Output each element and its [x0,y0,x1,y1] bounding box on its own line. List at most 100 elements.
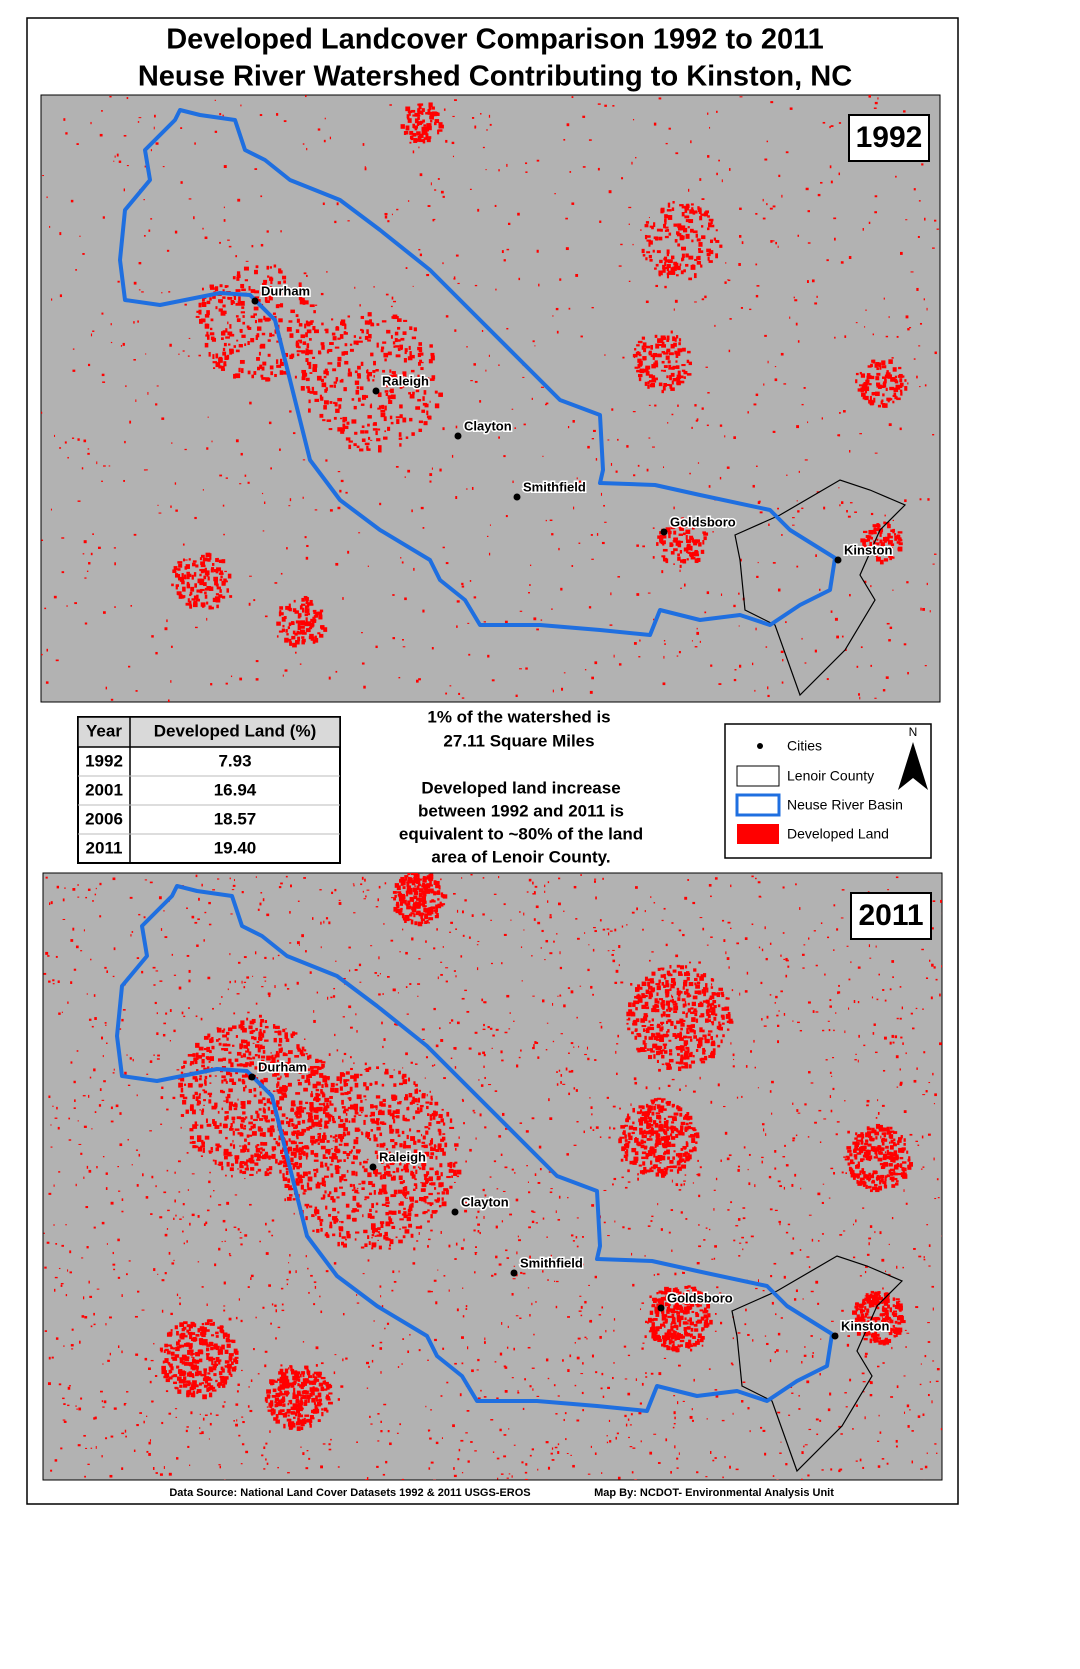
developed-speck [298,944,300,946]
developed-speck [193,595,197,600]
developed-speck [724,281,727,284]
developed-speck [405,986,408,988]
developed-speck [79,235,81,237]
table-cell: 2001 [85,780,123,799]
developed-speck [755,393,759,397]
developed-speck [610,592,612,596]
developed-speck [692,557,695,560]
developed-speck [627,1141,631,1144]
developed-speck [907,328,910,331]
developed-speck [155,1472,158,1474]
developed-speck [188,558,191,561]
developed-speck [935,978,938,981]
developed-speck [458,1136,460,1139]
developed-speck [117,1345,120,1348]
developed-speck [59,294,63,298]
developed-speck [393,1069,396,1071]
developed-speck [166,619,168,623]
developed-speck [771,1301,774,1305]
developed-speck [391,371,396,375]
developed-speck [356,373,361,377]
developed-speck [298,282,302,288]
developed-speck [679,235,684,241]
developed-speck [254,1053,258,1057]
developed-speck [306,544,309,548]
developed-speck [612,105,615,107]
developed-speck [173,1217,175,1220]
table-cell: 2011 [86,838,123,857]
developed-speck [233,1107,238,1111]
developed-speck [407,110,412,114]
developed-speck [926,1452,928,1455]
developed-speck [91,1128,93,1130]
developed-speck [913,1079,917,1083]
developed-speck [269,1132,273,1137]
developed-speck [862,530,868,534]
developed-speck [488,354,490,357]
developed-speck [916,375,918,379]
developed-speck [883,297,885,300]
developed-speck [294,1055,300,1058]
developed-speck [243,1039,248,1044]
developed-speck [214,596,220,601]
developed-speck [125,1273,128,1276]
developed-speck [417,352,422,358]
developed-speck [215,1039,219,1042]
developed-speck [367,423,370,427]
developed-speck [421,129,427,135]
developed-speck [463,1122,465,1125]
developed-speck [829,1071,832,1074]
developed-speck [260,1147,263,1150]
developed-speck [373,286,376,288]
developed-speck [314,1285,317,1289]
developed-speck [522,376,525,378]
developed-speck [222,347,226,352]
developed-speck [626,445,629,448]
developed-speck [416,121,420,127]
developed-speck [192,560,197,563]
developed-speck [498,169,500,172]
legend-county-symbol [736,765,780,787]
developed-speck [260,1019,264,1023]
developed-speck [249,1173,254,1177]
developed-speck [257,1168,262,1172]
developed-speck [732,1058,735,1061]
developed-speck [878,973,880,976]
developed-speck [511,1293,514,1296]
developed-speck [366,1158,369,1161]
developed-speck [216,557,219,563]
developed-speck [263,1446,266,1449]
developed-speck [670,551,675,555]
developed-speck [425,112,429,115]
developed-speck [187,1083,193,1088]
developed-speck [589,1097,591,1099]
developed-speck [696,256,699,260]
developed-speck [502,1112,505,1116]
developed-speck [263,1102,267,1106]
developed-speck [177,1160,181,1163]
developed-speck [301,636,305,639]
developed-speck [78,1407,82,1411]
developed-speck [876,556,881,562]
developed-speck [221,337,224,341]
developed-speck [501,1059,504,1062]
developed-speck [254,296,260,299]
developed-speck [256,357,260,361]
developed-speck [682,235,685,240]
developed-speck [682,559,687,564]
developed-speck [409,1333,411,1336]
developed-speck [151,1400,153,1403]
developed-speck [410,377,414,381]
developed-speck [881,360,886,366]
developed-speck [726,957,730,960]
developed-speck [665,142,668,145]
developed-speck [371,1359,374,1363]
developed-speck [747,1333,750,1336]
developed-speck [264,317,270,322]
developed-speck [255,876,257,878]
developed-speck [519,610,523,612]
developed-speck [677,404,679,407]
developed-speck [679,1088,681,1091]
developed-speck [293,599,296,603]
